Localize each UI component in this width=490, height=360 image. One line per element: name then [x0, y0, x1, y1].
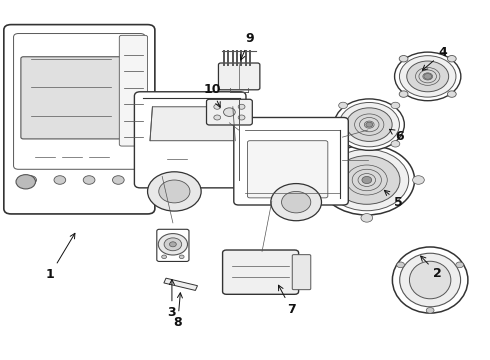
- Circle shape: [158, 234, 188, 255]
- FancyBboxPatch shape: [4, 24, 155, 214]
- Text: 7: 7: [278, 285, 295, 316]
- Polygon shape: [164, 278, 197, 291]
- Circle shape: [361, 213, 373, 222]
- Circle shape: [164, 238, 182, 251]
- Circle shape: [399, 91, 408, 97]
- Circle shape: [334, 156, 400, 204]
- Text: 1: 1: [46, 233, 75, 281]
- Text: 8: 8: [173, 293, 182, 329]
- Text: 2: 2: [420, 256, 442, 280]
- Circle shape: [399, 56, 456, 97]
- Circle shape: [319, 145, 415, 215]
- Circle shape: [397, 262, 405, 268]
- Circle shape: [162, 255, 167, 258]
- Circle shape: [159, 180, 190, 203]
- Circle shape: [334, 99, 404, 150]
- FancyBboxPatch shape: [157, 229, 189, 261]
- Circle shape: [113, 176, 124, 184]
- Circle shape: [391, 102, 400, 109]
- Circle shape: [407, 61, 449, 92]
- Circle shape: [16, 175, 35, 189]
- Circle shape: [361, 138, 373, 147]
- Circle shape: [413, 176, 424, 184]
- Circle shape: [339, 141, 347, 147]
- Circle shape: [179, 255, 184, 258]
- Circle shape: [447, 91, 456, 97]
- Text: 9: 9: [241, 32, 254, 60]
- FancyBboxPatch shape: [14, 33, 145, 169]
- Text: 3: 3: [168, 280, 176, 319]
- FancyBboxPatch shape: [119, 35, 147, 146]
- Text: 5: 5: [384, 190, 403, 209]
- Circle shape: [391, 141, 400, 147]
- Circle shape: [426, 307, 434, 313]
- FancyBboxPatch shape: [134, 92, 246, 188]
- Circle shape: [83, 176, 95, 184]
- FancyBboxPatch shape: [219, 63, 260, 90]
- Text: 6: 6: [390, 129, 404, 143]
- Circle shape: [147, 172, 201, 211]
- FancyBboxPatch shape: [247, 141, 328, 198]
- FancyBboxPatch shape: [206, 99, 252, 125]
- Circle shape: [394, 52, 461, 101]
- Circle shape: [325, 149, 409, 211]
- Ellipse shape: [400, 253, 461, 307]
- Circle shape: [362, 176, 372, 184]
- Circle shape: [339, 103, 399, 147]
- Circle shape: [25, 176, 36, 184]
- Text: 10: 10: [203, 83, 220, 107]
- Ellipse shape: [410, 261, 451, 299]
- Text: 4: 4: [422, 46, 447, 70]
- Circle shape: [170, 242, 176, 247]
- FancyBboxPatch shape: [234, 117, 348, 205]
- Circle shape: [456, 262, 464, 268]
- FancyBboxPatch shape: [222, 250, 298, 294]
- Circle shape: [282, 192, 311, 213]
- Circle shape: [238, 104, 245, 109]
- Circle shape: [271, 184, 321, 221]
- Circle shape: [54, 176, 66, 184]
- Circle shape: [366, 122, 373, 127]
- Circle shape: [346, 108, 392, 141]
- FancyBboxPatch shape: [21, 57, 130, 139]
- Circle shape: [447, 55, 456, 62]
- Circle shape: [399, 55, 408, 62]
- Circle shape: [214, 104, 220, 109]
- Circle shape: [339, 102, 347, 109]
- Circle shape: [214, 115, 220, 120]
- Ellipse shape: [392, 247, 468, 313]
- Circle shape: [424, 73, 432, 79]
- Circle shape: [309, 176, 321, 184]
- Circle shape: [238, 115, 245, 120]
- Circle shape: [223, 108, 235, 116]
- FancyBboxPatch shape: [292, 255, 311, 290]
- Polygon shape: [150, 107, 235, 141]
